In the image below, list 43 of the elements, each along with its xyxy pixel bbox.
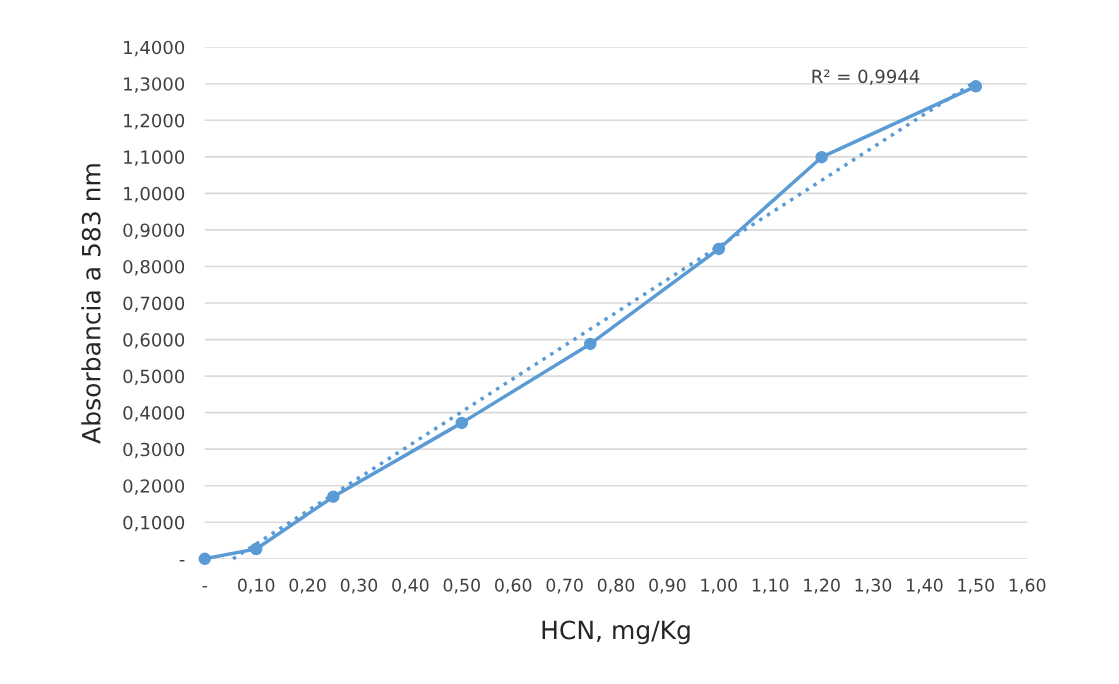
x-tick-label: 0,70 <box>546 578 583 594</box>
y-tick-label: 0,3000 <box>123 442 185 459</box>
x-tick-label: 0,30 <box>340 578 378 594</box>
x-tick-label: 1,40 <box>907 578 943 594</box>
point <box>584 337 597 351</box>
y-tick-label: 0,9000 <box>123 223 185 239</box>
y-tick-label: 0,8000 <box>123 259 185 276</box>
annotation: R² = 0,9944 <box>812 69 920 85</box>
point <box>327 490 340 503</box>
y-tick-label: 0,4000 <box>123 406 185 422</box>
x-tick-label: 0,10 <box>238 578 275 594</box>
y-tick-label: 1,4000 <box>124 40 185 57</box>
x-tick-label: 1,00 <box>701 578 737 594</box>
x-tick-label: 0,40 <box>392 578 429 594</box>
y-tick-label: 1,1000 <box>124 150 185 166</box>
point <box>249 542 263 556</box>
y-tick-label: 0,2000 <box>123 479 185 495</box>
point <box>198 552 212 566</box>
y-tick-label: 0,5000 <box>123 369 185 386</box>
x-tick-label: 0,20 <box>289 578 326 594</box>
x-tick-label: 0,90 <box>649 578 686 594</box>
x-tick-label: - <box>202 586 208 588</box>
x-tick-label: 1,60 <box>1009 578 1046 594</box>
point <box>455 416 469 430</box>
y-tick-label: 1,3000 <box>124 77 185 93</box>
point <box>815 150 828 164</box>
x-tick-label: 1,10 <box>752 578 789 594</box>
x-tick-label: 0,50 <box>443 578 480 594</box>
y-tick-label: 0,7000 <box>123 296 185 312</box>
x-tick-label: 1,20 <box>804 578 840 594</box>
y-axis-title: Absorbancia a 583 nm <box>81 164 101 444</box>
y-tick-label: 0,1000 <box>123 515 185 532</box>
point <box>712 242 726 256</box>
y-tick-label: 1,2000 <box>124 113 185 130</box>
x-tick-label: 1,50 <box>958 578 995 594</box>
x-tick-label: 0,60 <box>495 578 532 594</box>
y-tick-label: 0,6000 <box>123 333 185 349</box>
x-tick-label: 1,30 <box>855 578 892 594</box>
y-tick-label: - <box>179 560 185 562</box>
x-tick-label: 0,80 <box>597 578 635 594</box>
point <box>969 80 983 93</box>
x-axis-title: HCN, mg/Kg <box>542 620 690 645</box>
y-tick-label: 1,0000 <box>124 186 185 203</box>
